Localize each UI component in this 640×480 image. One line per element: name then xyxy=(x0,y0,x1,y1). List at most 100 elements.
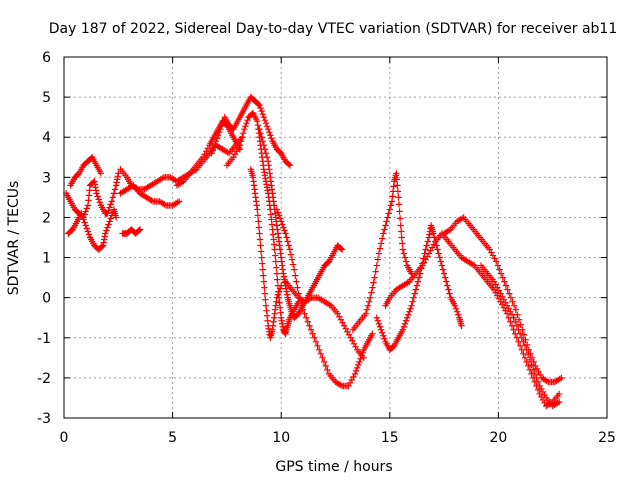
data-point xyxy=(525,362,532,370)
data-point xyxy=(369,330,376,337)
series-sat-d xyxy=(119,226,144,237)
data-point xyxy=(520,338,527,345)
data-point xyxy=(394,182,401,189)
data-point xyxy=(345,331,353,338)
data-point xyxy=(273,206,281,213)
data-point xyxy=(298,302,306,309)
data-point xyxy=(256,126,263,133)
data-point xyxy=(434,246,441,253)
data-point xyxy=(256,236,264,243)
data-point xyxy=(365,298,373,305)
data-point xyxy=(279,221,286,228)
data-point xyxy=(507,294,515,301)
data-point xyxy=(338,246,346,253)
data-point xyxy=(268,135,275,142)
data-point xyxy=(262,296,269,303)
series-sat-p xyxy=(382,230,563,410)
data-point xyxy=(411,290,418,297)
data-point xyxy=(385,210,392,217)
data-point xyxy=(263,122,271,130)
data-point xyxy=(263,154,271,161)
data-point xyxy=(112,214,120,221)
data-point xyxy=(314,342,321,349)
data-point xyxy=(275,212,283,219)
data-point xyxy=(274,276,281,283)
data-point xyxy=(255,224,263,231)
data-point xyxy=(521,342,529,349)
data-point xyxy=(211,141,219,148)
data-point xyxy=(436,254,443,261)
data-point xyxy=(266,129,273,136)
y-tick-label: -1 xyxy=(37,331,51,347)
data-point xyxy=(383,218,390,225)
y-tick-label: 6 xyxy=(42,50,51,66)
data-point xyxy=(293,278,300,285)
y-tick-label: 5 xyxy=(42,90,51,106)
data-point xyxy=(503,310,511,317)
data-point xyxy=(520,350,527,358)
data-point xyxy=(398,234,405,241)
series-sat-a xyxy=(62,170,122,221)
data-point xyxy=(407,305,414,312)
y-axis-label: SDTVAR / TECUs xyxy=(6,181,22,296)
data-point xyxy=(399,246,407,253)
data-point xyxy=(262,150,270,157)
y-tick-label: 0 xyxy=(42,291,51,307)
data-point xyxy=(105,207,112,214)
data-point xyxy=(273,264,280,271)
data-point xyxy=(502,282,510,289)
data-point xyxy=(275,288,283,295)
data-point xyxy=(376,323,384,330)
series-sat-b xyxy=(65,206,120,253)
data-point xyxy=(107,201,114,208)
data-point xyxy=(521,354,529,362)
data-point xyxy=(282,230,289,237)
series-sat-c xyxy=(67,154,105,189)
data-point xyxy=(408,302,415,309)
data-point xyxy=(362,310,370,317)
data-point xyxy=(276,215,284,222)
data-point xyxy=(378,329,386,336)
data-point xyxy=(512,306,519,313)
data-point xyxy=(352,367,360,375)
data-point xyxy=(285,242,293,249)
data-point xyxy=(79,213,86,220)
data-point xyxy=(377,326,385,333)
data-point xyxy=(236,142,244,149)
data-point xyxy=(258,260,266,267)
grid xyxy=(64,57,607,418)
data-point xyxy=(455,311,462,318)
data-point xyxy=(219,119,226,127)
data-point xyxy=(349,337,356,344)
data-point xyxy=(257,248,265,255)
data-point xyxy=(374,317,382,324)
data-point xyxy=(399,240,406,247)
data-point xyxy=(412,286,420,293)
data-point xyxy=(307,326,315,333)
data-point xyxy=(496,266,503,273)
data-point xyxy=(238,134,246,141)
data-point xyxy=(281,227,288,234)
data-point xyxy=(108,198,115,205)
data-point xyxy=(556,398,563,406)
data-point xyxy=(301,310,308,317)
data-point xyxy=(97,170,105,177)
data-point xyxy=(82,208,89,215)
data-point xyxy=(370,279,377,286)
data-point xyxy=(494,262,502,269)
data-point xyxy=(515,326,522,333)
series-sat-o xyxy=(373,222,465,354)
data-point xyxy=(351,370,359,378)
data-point xyxy=(261,146,269,153)
data-point xyxy=(453,308,461,315)
data-point xyxy=(299,306,307,313)
data-point xyxy=(452,305,460,312)
data-point xyxy=(256,101,263,109)
y-tick-labels: -3 -2 -1 0 1 2 3 4 5 6 xyxy=(37,50,51,427)
data-point xyxy=(239,130,247,137)
data-point xyxy=(289,261,297,268)
data-point xyxy=(402,317,410,324)
data-point xyxy=(342,325,350,332)
data-point xyxy=(215,132,222,139)
data-point xyxy=(285,161,293,168)
